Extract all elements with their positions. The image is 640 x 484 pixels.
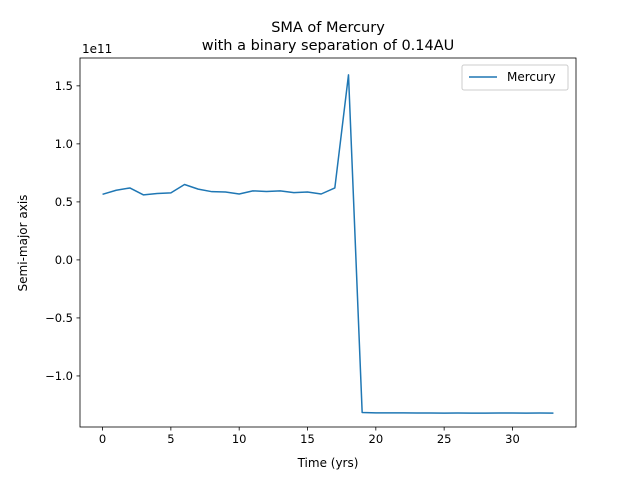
- chart-title: SMA of Mercury: [271, 20, 385, 36]
- x-tick-label: 0: [99, 432, 106, 446]
- y-tick-label: −0.5: [45, 311, 73, 325]
- y-tick-label: 0.5: [55, 195, 73, 209]
- plot-area: 0 5 10 15 20 25 30 −1.0 −0.5 0.0 0.5 1.0 1.5: [45, 57, 577, 446]
- series-line-mercury: [102, 74, 554, 414]
- x-tick-label: 10: [232, 432, 247, 446]
- chart-subtitle: with a binary separation of 0.14AU: [202, 38, 455, 54]
- x-tick-label: 5: [167, 432, 174, 446]
- x-axis-label: Time (yrs): [297, 456, 359, 470]
- legend-label-mercury: Mercury: [507, 70, 556, 84]
- y-offset-label: 1e11: [82, 42, 112, 56]
- y-tick-label: 0.0: [55, 253, 73, 267]
- y-tick-label: 1.5: [55, 79, 73, 93]
- x-tick-label: 15: [300, 432, 315, 446]
- legend: Mercury: [461, 64, 569, 91]
- x-tick-label: 25: [437, 432, 452, 446]
- y-axis-label: Semi-major axis: [16, 195, 30, 292]
- legend-box: [461, 64, 569, 91]
- axes-frame: [79, 57, 577, 428]
- y-tick-label: 1.0: [55, 137, 73, 151]
- x-tick-label: 30: [505, 432, 520, 446]
- y-tick-label: −1.0: [45, 369, 73, 383]
- x-tick-label: 20: [369, 432, 384, 446]
